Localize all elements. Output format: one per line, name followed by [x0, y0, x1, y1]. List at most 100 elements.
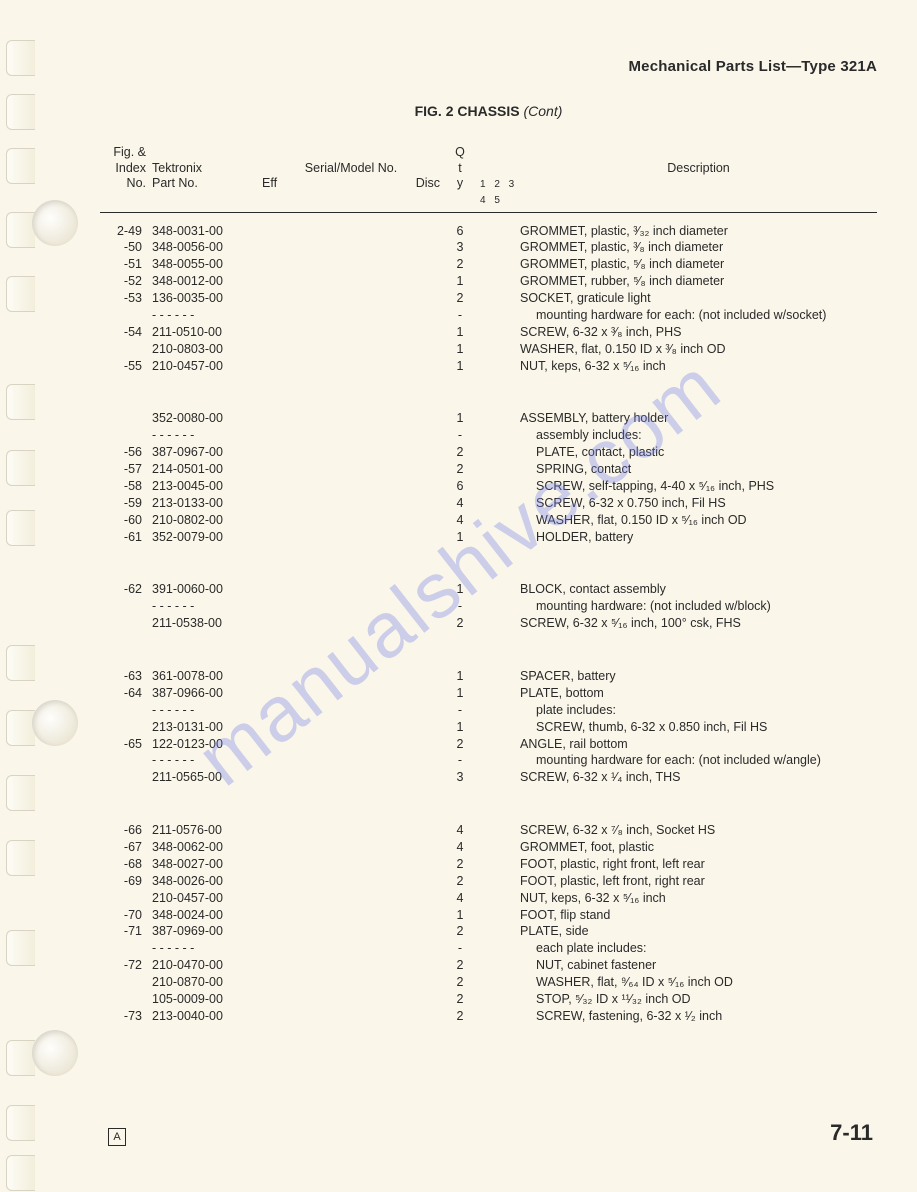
figure-title: FIG. 2 CHASSIS (Cont) [100, 103, 877, 119]
cell-description: WASHER, flat, 0.150 ID x ³⁄₈ inch OD [520, 341, 877, 358]
cell-qty: - [440, 307, 480, 324]
cell-qty: 2 [440, 256, 480, 273]
cell-description: FOOT, flip stand [520, 907, 877, 924]
cell-eff [262, 907, 332, 924]
cell-eff [262, 957, 332, 974]
cell-index: -53 [100, 290, 152, 307]
cell-description: GROMMET, plastic, ³⁄₈ inch diameter [520, 239, 877, 256]
cell-qty: - [440, 752, 480, 769]
cell-index: -70 [100, 907, 152, 924]
cell-partno: 348-0056-00 [152, 239, 262, 256]
cell-sub [480, 907, 520, 924]
table-rows: 2-49348-0031-006GROMMET, plastic, ³⁄₃₂ i… [100, 223, 877, 1025]
cell-description: HOLDER, battery [520, 529, 877, 546]
cell-qty: 2 [440, 873, 480, 890]
table-row: - - - - - --assembly includes: [100, 427, 877, 444]
table-row: - - - - - --mounting hardware: (not incl… [100, 598, 877, 615]
cell-disc [332, 341, 440, 358]
cell-partno: 210-0457-00 [152, 890, 262, 907]
table-row: -55210-0457-001NUT, keps, 6-32 x ⁵⁄₁₆ in… [100, 358, 877, 375]
cell-qty: 2 [440, 736, 480, 753]
cell-index: -66 [100, 822, 152, 839]
cell-description: GROMMET, plastic, ⁵⁄₈ inch diameter [520, 256, 877, 273]
cell-sub [480, 427, 520, 444]
cell-disc [332, 461, 440, 478]
cell-description: SCREW, 6-32 x ⁷⁄₈ inch, Socket HS [520, 822, 877, 839]
cell-qty: 2 [440, 991, 480, 1008]
cell-sub [480, 461, 520, 478]
cell-index: 2-49 [100, 223, 152, 240]
cell-qty: 2 [440, 974, 480, 991]
cell-qty: 2 [440, 615, 480, 632]
cell-sub [480, 668, 520, 685]
table-row: -71387-0969-002PLATE, side [100, 923, 877, 940]
table-row: -70348-0024-001FOOT, flip stand [100, 907, 877, 924]
cell-partno: 352-0079-00 [152, 529, 262, 546]
cell-eff [262, 307, 332, 324]
cell-disc [332, 324, 440, 341]
cell-eff [262, 223, 332, 240]
cell-index: -57 [100, 461, 152, 478]
cell-sub [480, 478, 520, 495]
cell-partno: 210-0457-00 [152, 358, 262, 375]
cell-disc [332, 890, 440, 907]
cell-description: PLATE, bottom [520, 685, 877, 702]
cell-qty: - [440, 598, 480, 615]
cell-partno: 387-0966-00 [152, 685, 262, 702]
table-row: -61352-0079-001HOLDER, battery [100, 529, 877, 546]
cell-eff [262, 495, 332, 512]
table-row: - - - - - --plate includes: [100, 702, 877, 719]
table-row: -59213-0133-004SCREW, 6-32 x 0.750 inch,… [100, 495, 877, 512]
col-partno: Tektronix Part No. [152, 145, 262, 208]
cell-index: -64 [100, 685, 152, 702]
cell-sub [480, 273, 520, 290]
cell-qty: 2 [440, 957, 480, 974]
cell-index: -68 [100, 856, 152, 873]
table-row: -56387-0967-002PLATE, contact, plastic [100, 444, 877, 461]
cell-eff [262, 719, 332, 736]
cell-index: -54 [100, 324, 152, 341]
table-row: -58213-0045-006SCREW, self-tapping, 4-40… [100, 478, 877, 495]
cell-qty: - [440, 702, 480, 719]
col-index: Fig. & Index No. [100, 145, 152, 208]
cell-qty: 4 [440, 890, 480, 907]
cell-disc [332, 256, 440, 273]
table-row: -63361-0078-001SPACER, battery [100, 668, 877, 685]
cell-disc [332, 940, 440, 957]
table-row: - - - - - --mounting hardware for each: … [100, 307, 877, 324]
cell-eff [262, 239, 332, 256]
table-row: -69348-0026-002FOOT, plastic, left front… [100, 873, 877, 890]
cell-disc [332, 702, 440, 719]
cell-disc [332, 736, 440, 753]
cell-disc [332, 581, 440, 598]
cell-index: -67 [100, 839, 152, 856]
cell-index: -72 [100, 957, 152, 974]
cell-qty: 6 [440, 223, 480, 240]
cell-description: NUT, keps, 6-32 x ⁵⁄₁₆ inch [520, 358, 877, 375]
cell-eff [262, 273, 332, 290]
table-row: 2-49348-0031-006GROMMET, plastic, ³⁄₃₂ i… [100, 223, 877, 240]
cell-partno: 348-0031-00 [152, 223, 262, 240]
cell-qty: - [440, 940, 480, 957]
cell-eff [262, 324, 332, 341]
cell-eff [262, 358, 332, 375]
cell-qty: 3 [440, 769, 480, 786]
table-row: -73213-0040-002SCREW, fastening, 6-32 x … [100, 1008, 877, 1025]
cell-sub [480, 615, 520, 632]
table-row: -67348-0062-004GROMMET, foot, plastic [100, 839, 877, 856]
cell-partno: 210-0803-00 [152, 341, 262, 358]
table-row: - - - - - --mounting hardware for each: … [100, 752, 877, 769]
cell-disc [332, 290, 440, 307]
cell-sub [480, 957, 520, 974]
cell-partno: - - - - - - [152, 752, 262, 769]
cell-sub [480, 991, 520, 1008]
col-eff: Eff [262, 176, 277, 192]
cell-disc [332, 923, 440, 940]
cell-description: SOCKET, graticule light [520, 290, 877, 307]
table-row: 211-0565-003SCREW, 6-32 x ¹⁄₄ inch, THS [100, 769, 877, 786]
cell-sub [480, 769, 520, 786]
cell-qty: 1 [440, 529, 480, 546]
cell-index [100, 940, 152, 957]
cell-eff [262, 427, 332, 444]
cell-partno: 213-0133-00 [152, 495, 262, 512]
